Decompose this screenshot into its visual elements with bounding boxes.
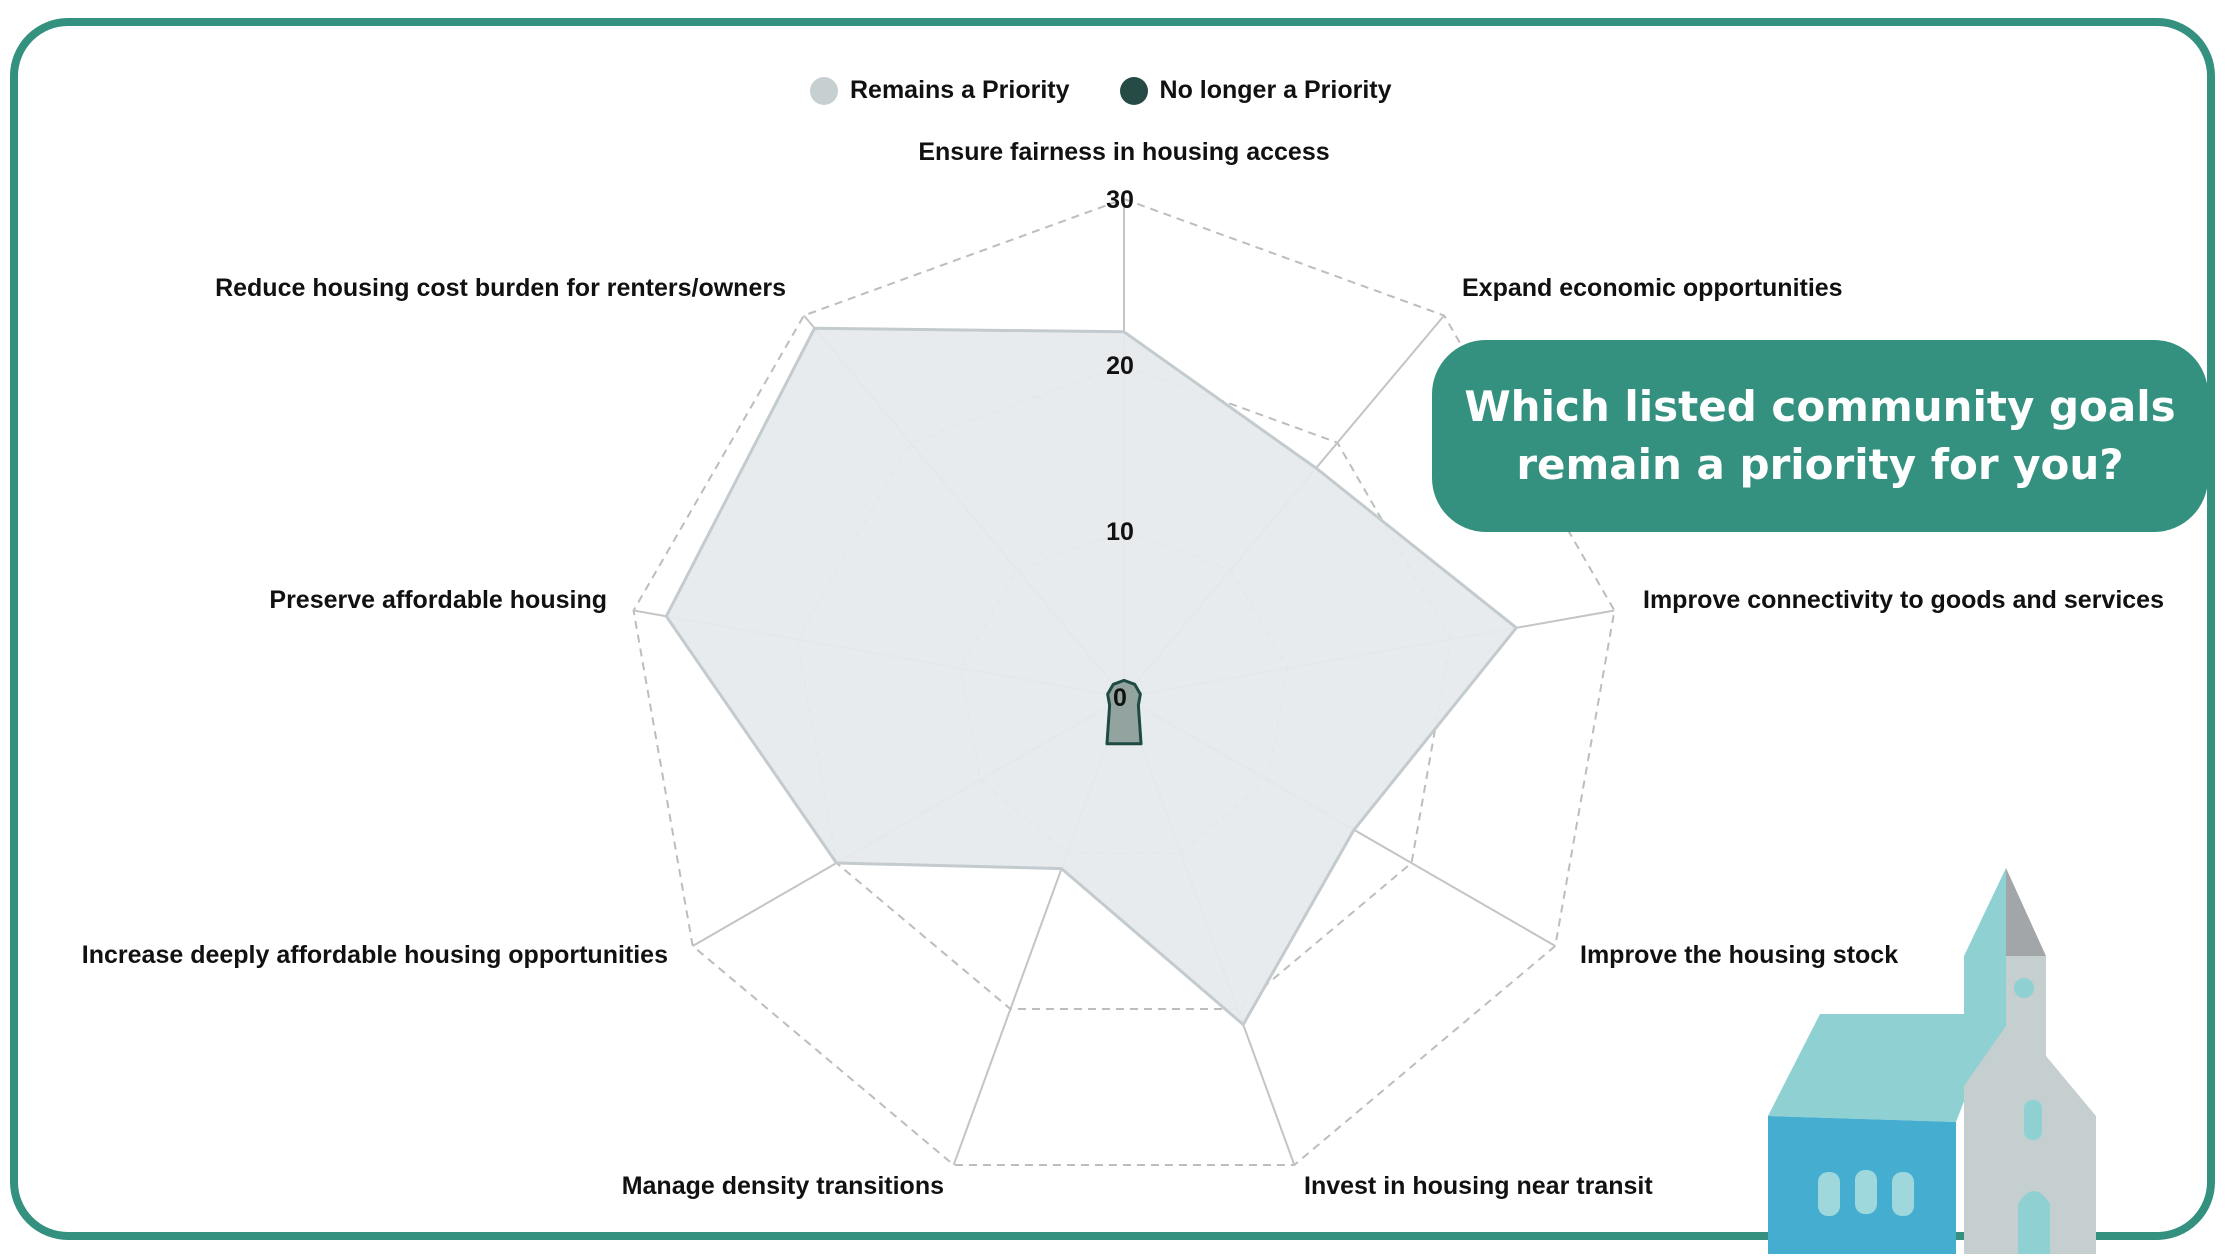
legend-label-remains: Remains a Priority	[850, 76, 1070, 104]
axis-label-2: Expand economic opportunities	[1462, 274, 1843, 302]
axis-label-5: Invest in housing near transit	[1304, 1172, 1653, 1200]
church-tower-facet	[1964, 956, 2006, 1086]
church-nave-roof	[1768, 1014, 1998, 1122]
chart-legend: Remains a Priority No longer a Priority	[810, 76, 1442, 105]
tick-label-20: 20	[1106, 352, 1134, 380]
axis-label-3: Improve connectivity to goods and servic…	[1643, 586, 2164, 614]
legend-swatch-remains	[810, 76, 838, 105]
church-steeple-light	[1964, 868, 2006, 956]
axis-label-1: Ensure fairness in housing access	[918, 138, 1329, 166]
legend-swatch-no-longer	[1119, 76, 1148, 105]
church-steeple-dark	[2006, 868, 2046, 956]
axis-label-4: Improve the housing stock	[1580, 941, 1898, 969]
question-callout: Which listed community goals remain a pr…	[1432, 340, 2208, 532]
series-area-no-longer	[1105, 678, 1143, 746]
church-window-3	[1892, 1172, 1914, 1216]
church-illustration	[1768, 868, 2096, 1254]
axis-label-9: Reduce housing cost burden for renters/o…	[215, 274, 786, 302]
legend-item-no-longer[interactable]: No longer a Priority	[1119, 76, 1392, 105]
legend-item-remains[interactable]: Remains a Priority	[810, 76, 1070, 105]
church-round-window	[2014, 978, 2034, 998]
church-tower-window	[2024, 1100, 2042, 1140]
axis-label-6: Manage density transitions	[622, 1172, 944, 1200]
legend-label-no-longer: No longer a Priority	[1159, 76, 1392, 104]
callout-line-2: remain a priority for you?	[1516, 440, 2124, 489]
church-window-1	[1818, 1172, 1840, 1216]
tick-label-30: 30	[1106, 186, 1134, 214]
axis-label-7: Increase deeply affordable housing oppor…	[82, 941, 668, 969]
callout-line-1: Which listed community goals	[1464, 382, 2176, 431]
series-area-remains	[664, 326, 1518, 1027]
church-window-2	[1855, 1170, 1877, 1214]
tick-label-0: 0	[1113, 684, 1127, 712]
tick-label-10: 10	[1106, 518, 1134, 546]
axis-label-8: Preserve affordable housing	[269, 586, 607, 614]
church-door	[2018, 1191, 2050, 1254]
